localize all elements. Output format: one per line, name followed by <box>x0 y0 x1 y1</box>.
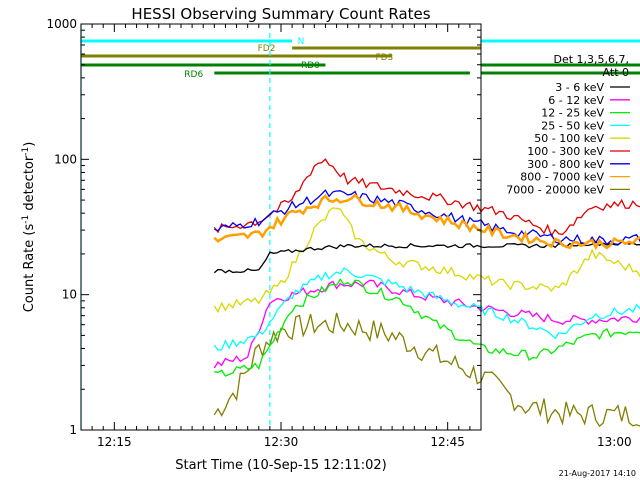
y-tick-label: 1 <box>69 423 77 437</box>
plot-frame <box>80 23 482 431</box>
legend-entry-label: 7000 - 20000 keV <box>506 183 604 196</box>
x-tick-label: 12:15 <box>97 435 132 449</box>
legend-entry-label: 800 - 7000 keV <box>520 171 604 184</box>
y-label-superscript: -1 <box>21 147 31 156</box>
y-tick-label: 10 <box>62 288 77 302</box>
flag-bar-label: RD0 <box>301 61 320 71</box>
y-label-part: ) <box>22 142 37 147</box>
flag-bar-label: N <box>298 37 305 47</box>
series-line-green <box>214 278 640 377</box>
y-axis-label: Count Rate (s-1 detector-1) <box>21 142 37 313</box>
flag-bar-label: RD6 <box>184 70 203 80</box>
flag-bars: N FD2 FD3 RD0 RD6 <box>81 37 640 80</box>
legend-entry-label: 3 - 6 keV <box>555 81 604 94</box>
series-line-cyan <box>213 267 640 351</box>
legend-entry-label: 6 - 12 keV <box>548 94 604 107</box>
y-tick-label: 100 <box>54 152 77 166</box>
generated-date: 21-Aug-2017 14:10 <box>559 469 636 478</box>
series-line-yellow <box>213 207 640 314</box>
y-label-part: detector <box>22 155 37 215</box>
series-line-magenta <box>213 279 640 369</box>
legend-header: Att 0 <box>603 66 629 79</box>
x-tick-label: 12:30 <box>264 435 299 449</box>
y-label-superscript: -1 <box>21 215 31 224</box>
x-axis-label: Start Time (10-Sep-15 12:11:02) <box>175 458 386 473</box>
y-axis: 1 10 100 1000 <box>46 17 481 437</box>
chart-title: HESSI Observing Summary Count Rates <box>131 5 430 23</box>
x-tick-label: 12:45 <box>430 435 465 449</box>
series-line-blue <box>214 189 640 246</box>
legend-header: Det 1,3,5,6,7, <box>553 53 629 66</box>
x-tick-label: 13:00 <box>597 435 632 449</box>
y-tick-label: 1000 <box>46 17 77 31</box>
series-line-red <box>213 158 640 238</box>
flag-bar-label: FD2 <box>258 44 276 54</box>
series-line-olive <box>213 312 640 428</box>
series-line-orange <box>213 193 640 251</box>
legend-entry-label: 25 - 50 keV <box>541 119 604 132</box>
flag-bar-label: FD3 <box>375 53 393 63</box>
legend-entry-label: 300 - 800 keV <box>527 158 604 171</box>
y-label-part: Count Rate (s <box>22 224 37 313</box>
legend-entry-label: 12 - 25 keV <box>541 107 604 120</box>
legend-entry-label: 100 - 300 keV <box>527 145 604 158</box>
series-lines <box>213 158 640 428</box>
legend-entry-label: 50 - 100 keV <box>534 132 604 145</box>
